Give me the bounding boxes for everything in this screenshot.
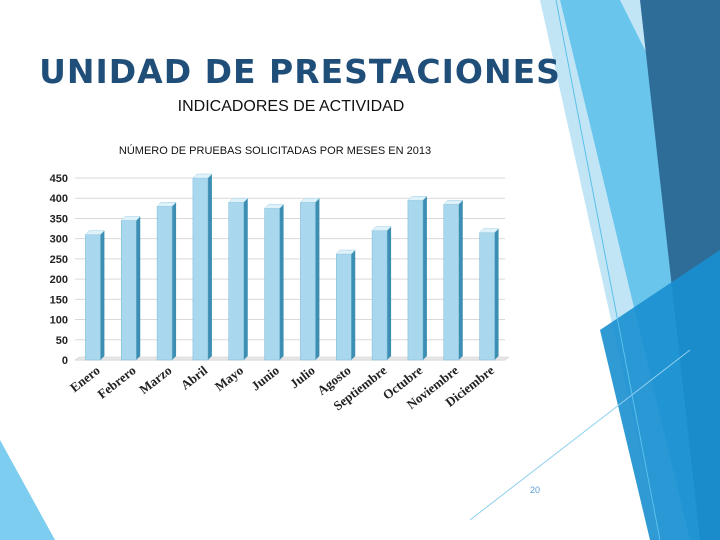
bar-top-septiembre bbox=[371, 226, 392, 231]
bar-enero bbox=[85, 234, 101, 361]
x-tick-label: Febrero bbox=[94, 363, 138, 402]
chart-floor bbox=[74, 356, 510, 361]
bar-diciembre bbox=[479, 232, 495, 361]
deco-accent-band bbox=[600, 250, 720, 540]
y-tick-label: 200 bbox=[50, 274, 68, 286]
bar-marzo bbox=[156, 206, 173, 361]
y-tick-label: 400 bbox=[50, 193, 68, 205]
bar-side-agosto bbox=[351, 250, 356, 360]
x-tick-label: Abril bbox=[178, 362, 211, 392]
deco-thin-line-2 bbox=[469, 349, 691, 521]
y-tick-label: 450 bbox=[50, 173, 68, 185]
chart-title: NÚMERO DE PRUEBAS SOLICITADAS POR MESES … bbox=[119, 144, 431, 157]
page-number: 20 bbox=[529, 485, 540, 495]
x-tick-label: Mayo bbox=[212, 363, 246, 394]
slide-subtitle: INDICADORES DE ACTIVIDAD bbox=[177, 98, 405, 115]
bar-octubre bbox=[407, 199, 424, 361]
bar-side-abril bbox=[207, 174, 212, 360]
bar-side-octubre bbox=[422, 196, 427, 360]
bar-top-diciembre bbox=[478, 228, 500, 233]
bar-top-febrero bbox=[120, 216, 141, 221]
bar-side-marzo bbox=[172, 202, 177, 360]
bar-top-agosto bbox=[335, 249, 356, 255]
bar-septiembre bbox=[371, 230, 388, 361]
bar-abril bbox=[192, 177, 209, 361]
y-tick-label: 150 bbox=[50, 294, 68, 306]
bar-chart: NÚMERO DE PRUEBAS SOLICITADAS POR MESES … bbox=[50, 144, 510, 413]
x-tick-label: Junio bbox=[248, 363, 282, 394]
bar-top-noviembre bbox=[443, 200, 464, 205]
bar-agosto bbox=[336, 253, 352, 361]
bar-top-julio bbox=[299, 198, 321, 203]
bar-side-febrero bbox=[136, 216, 141, 360]
bar-top-enero bbox=[84, 230, 106, 235]
bar-side-enero bbox=[100, 230, 105, 360]
slide-title: UNIDAD DE PRESTACIONES bbox=[39, 52, 561, 91]
bar-side-mayo bbox=[243, 198, 248, 360]
bar-side-julio bbox=[315, 198, 320, 360]
y-tick-label: 0 bbox=[62, 355, 68, 367]
bar-top-mayo bbox=[228, 198, 249, 203]
bar-side-diciembre bbox=[494, 228, 499, 360]
x-tick-label: Marzo bbox=[136, 363, 174, 397]
bar-top-marzo bbox=[156, 202, 177, 207]
y-tick-label: 350 bbox=[50, 213, 68, 225]
bar-noviembre bbox=[443, 204, 459, 361]
y-tick-label: 50 bbox=[56, 335, 68, 347]
bar-side-septiembre bbox=[387, 226, 392, 360]
bar-junio bbox=[264, 208, 280, 361]
bar-febrero bbox=[121, 220, 137, 361]
x-tick-label: Julio bbox=[287, 363, 318, 392]
y-tick-label: 100 bbox=[50, 315, 68, 327]
bar-julio bbox=[300, 202, 316, 361]
bar-top-abril bbox=[192, 173, 213, 179]
bar-top-junio bbox=[263, 204, 285, 209]
deco-left-bottom-triangle bbox=[0, 440, 55, 540]
y-tick-label: 300 bbox=[50, 234, 68, 246]
bar-side-noviembre bbox=[458, 200, 463, 360]
y-tick-label: 250 bbox=[50, 254, 68, 266]
bar-side-junio bbox=[279, 204, 284, 360]
bar-top-octubre bbox=[407, 195, 428, 201]
deco-thin-line bbox=[555, 0, 661, 540]
bar-mayo bbox=[228, 202, 244, 361]
